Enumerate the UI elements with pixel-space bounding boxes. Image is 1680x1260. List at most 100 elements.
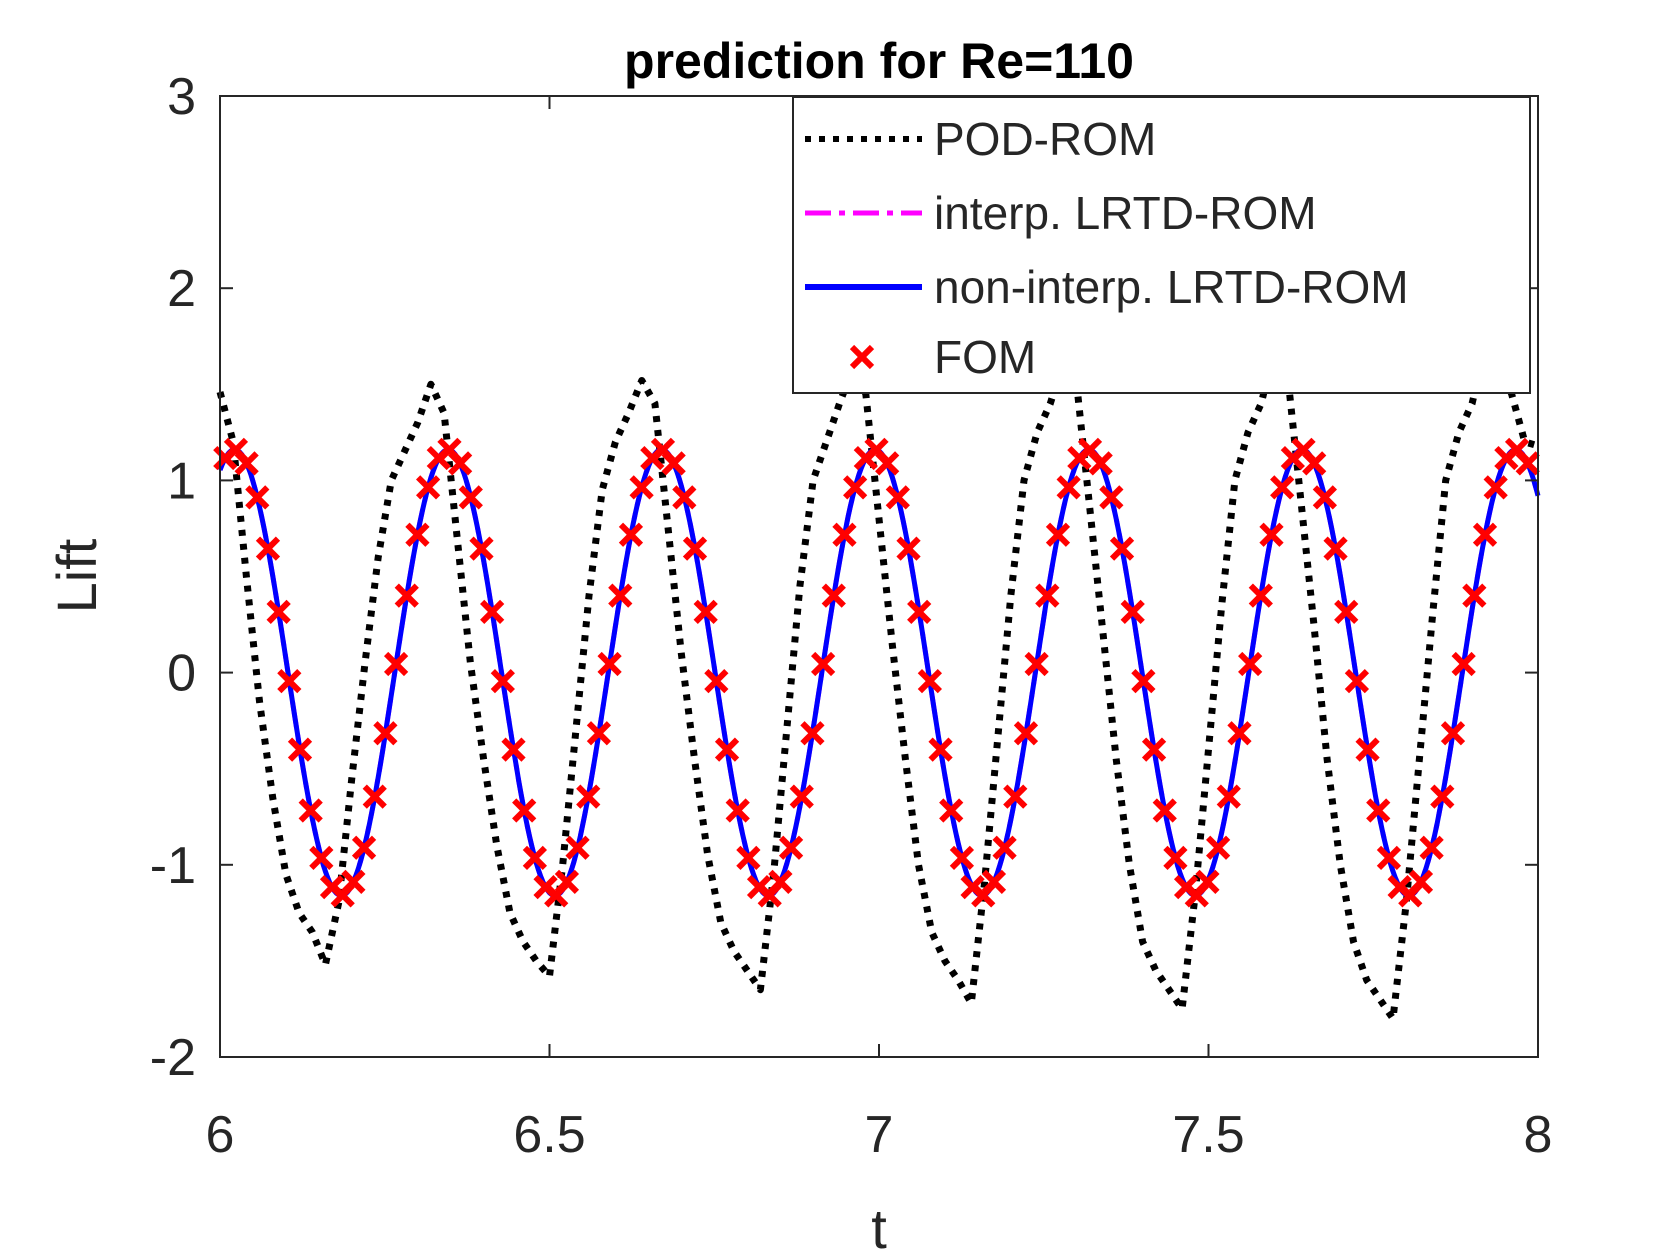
fom-marker [907,599,932,625]
y-axis-label: Lift [45,538,108,613]
fom-marker [1334,599,1359,625]
fom-marker [1163,845,1188,871]
series-layer [213,342,1541,1023]
legend-label-interp-lrtd-rom: interp. LRTD-ROM [934,187,1317,239]
fom-marker [704,669,729,694]
fom-marker [1462,583,1487,608]
fom-marker [405,522,430,547]
fom-marker [309,845,334,871]
fom-marker [351,835,377,860]
fom-marker [1515,451,1540,476]
fom-marker [1440,721,1466,746]
y-tick-label: -1 [150,837,196,895]
fom-marker [501,737,526,762]
fom-marker [1344,669,1370,694]
legend-box [792,96,1531,394]
y-tick-label: 2 [167,260,196,318]
fom-marker [1248,583,1273,608]
fom-marker [672,485,697,510]
fom-marker [928,737,953,762]
fom-marker [298,798,323,823]
fom-marker [917,669,942,694]
fom-marker [981,869,1007,894]
fom-marker [1366,798,1391,823]
fom-marker [875,451,900,476]
fom-marker [896,536,921,561]
fom-marker [565,835,590,860]
fom-marker [618,522,644,547]
x-tick-label: 7 [865,1106,894,1164]
fom-marker [1088,451,1113,476]
fom-marker [522,845,547,871]
fom-marker [1451,651,1476,677]
x-tick-label: 6 [206,1106,235,1164]
y-tick-label: 3 [167,68,196,126]
fom-marker [939,798,964,823]
fom-marker [469,536,494,561]
legend-label-non-interp-lrtd-rom: non-interp. LRTD-ROM [934,261,1409,313]
fom-marker [458,485,483,510]
fom-marker [1376,845,1402,871]
fom-marker [1355,737,1380,762]
fom-marker [1024,651,1049,677]
fom-marker [778,835,804,860]
fom-marker [1238,651,1263,677]
fom-marker [373,721,398,746]
fom-marker [448,451,473,476]
fom-marker [1131,669,1156,694]
fom-marker [277,669,302,694]
fom-marker [341,869,366,894]
fom-marker [480,599,505,625]
fom-marker [661,451,686,476]
fom-marker [586,721,612,746]
fom-marker [1430,784,1455,809]
fom-marker [949,845,975,871]
fom-marker [714,737,740,762]
fom-marker [415,475,441,500]
fom-marker [394,583,419,608]
legend-swatch-fom [849,344,875,370]
y-tick-label: 0 [167,645,196,703]
fom-marker [885,485,910,510]
y-tick-label: -2 [150,1029,196,1087]
fom-marker [1483,475,1508,500]
x-tick-label: 8 [1524,1106,1553,1164]
fom-marker [1195,869,1220,894]
fom-marker [1312,485,1338,510]
fom-marker [245,485,270,510]
fom-marker [736,845,761,871]
fom-marker [383,651,409,677]
fom-marker [1141,737,1167,762]
fom-marker [1270,475,1295,500]
series-line-pod-rom [216,342,1539,1023]
fom-marker [1216,784,1241,809]
fom-marker [992,835,1017,860]
fom-marker [832,522,857,547]
fom-marker [1045,522,1071,547]
fom-marker [234,451,259,476]
fom-marker [1120,599,1145,625]
fom-marker [597,651,622,677]
fom-marker [608,583,633,608]
legend-label-pod-rom: POD-ROM [934,113,1156,165]
fom-marker [1323,536,1348,561]
fom-marker [287,737,313,762]
legend: POD-ROM interp. LRTD-ROM non-interp. LRT… [792,96,1531,394]
fom-marker [1056,475,1081,500]
fom-marker [693,599,718,625]
x-tick-label: 6.5 [513,1106,585,1164]
fom-marker [725,798,750,823]
fom-marker [1472,522,1498,547]
fom-marker [1013,721,1039,746]
fom-marker [1035,583,1060,608]
fom-marker [554,869,580,894]
x-axis-label: t [871,1197,887,1260]
fom-marker [576,784,601,809]
y-tick-label: 1 [167,452,196,510]
fom-marker [512,798,537,823]
fom-marker [629,475,654,500]
legend-label-fom: FOM [934,331,1036,383]
fom-marker [800,721,825,746]
fom-marker [821,583,846,608]
